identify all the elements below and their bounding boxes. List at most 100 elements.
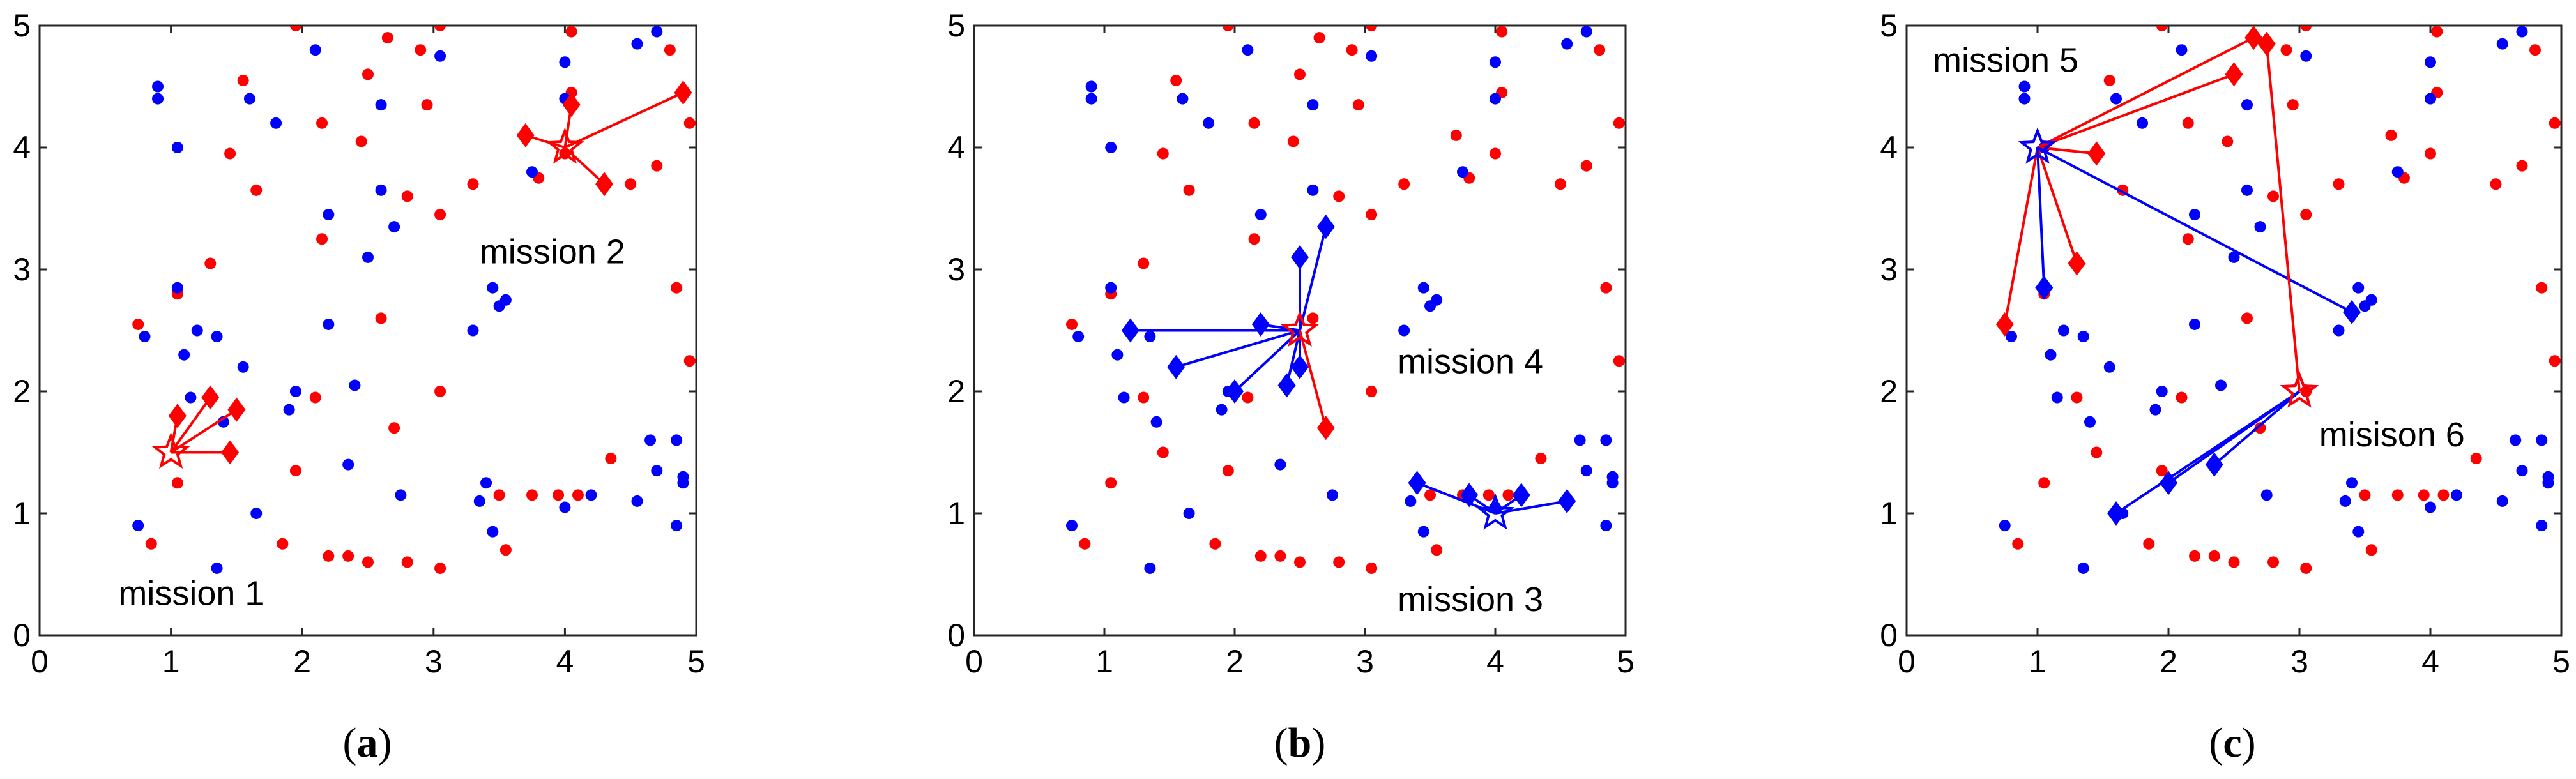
y-tick-label: 3 <box>1880 252 1898 287</box>
red-point <box>1079 538 1091 550</box>
blue-point <box>171 142 183 153</box>
red-point <box>2516 160 2528 172</box>
blue-point <box>2300 50 2312 62</box>
blue-point <box>671 520 683 532</box>
red-point <box>1496 26 1508 38</box>
red-point <box>289 26 301 31</box>
target-diamond <box>1277 373 1296 398</box>
panel-label-open: ( <box>1274 720 1288 766</box>
blue-point <box>467 324 479 337</box>
blue-point <box>1203 117 1215 129</box>
red-point <box>2300 386 2312 397</box>
mission-link <box>564 91 684 149</box>
blue-point <box>2365 294 2377 306</box>
red-point <box>421 99 433 111</box>
red-point <box>132 318 144 330</box>
target-diamond <box>227 397 246 422</box>
blue-point <box>2189 209 2200 221</box>
blue-point <box>2425 93 2436 105</box>
blue-point <box>2137 117 2148 129</box>
red-point <box>277 538 289 550</box>
y-tick-label: 4 <box>1880 130 1898 165</box>
red-point <box>2176 391 2188 404</box>
red-point <box>1157 446 1169 458</box>
red-point <box>1366 209 1378 221</box>
blue-point <box>1085 93 1097 105</box>
red-point <box>1366 386 1378 397</box>
red-point <box>1294 556 1306 568</box>
mission-link <box>1233 329 1301 393</box>
red-point <box>375 312 387 324</box>
red-point <box>1066 318 1078 330</box>
y-tick-label: 1 <box>13 495 31 531</box>
mission-link <box>1299 226 1327 331</box>
red-point <box>2156 26 2168 31</box>
red-point <box>1248 233 1260 245</box>
blue-point <box>2496 38 2508 50</box>
red-point <box>1183 184 1195 196</box>
mission-label: misison 6 <box>2319 416 2465 454</box>
blue-point <box>559 56 571 68</box>
panel-b: 0 1 2 3 4 5 0 1 2 3 4 5 mission 4 mission 3 (b) <box>947 8 1635 766</box>
blue-point <box>1111 349 1124 361</box>
red-point <box>323 550 335 562</box>
blue-point <box>2215 379 2227 391</box>
red-point <box>565 26 577 38</box>
x-tick-label: 2 <box>293 644 311 679</box>
panel-label: (b) <box>1274 720 1326 766</box>
x-tick-label: 0 <box>965 644 983 679</box>
blue-point <box>395 489 407 501</box>
blue-point <box>2510 434 2522 446</box>
target-diamond <box>1291 354 1309 379</box>
plot-frame <box>38 24 697 637</box>
red-point <box>1346 44 1358 56</box>
red-point <box>1333 556 1345 568</box>
blue-point <box>283 404 295 416</box>
x-tick-label: 2 <box>2160 644 2177 679</box>
blue-point <box>1144 331 1156 343</box>
y-tick-label: 2 <box>947 374 965 409</box>
red-point <box>1613 355 1625 367</box>
red-point <box>381 32 393 44</box>
blue-point <box>1606 477 1619 489</box>
blue-point <box>2346 477 2358 489</box>
blue-point <box>289 386 301 397</box>
red-point <box>1287 135 1299 147</box>
red-point <box>1209 538 1221 550</box>
red-point <box>1366 26 1378 31</box>
red-point <box>1254 550 1267 562</box>
target-diamond <box>595 172 614 197</box>
red-point <box>2156 465 2168 477</box>
panel-label-open: ( <box>343 720 357 766</box>
blue-point <box>2149 404 2161 416</box>
target-diamond <box>2068 251 2086 276</box>
red-point <box>1431 544 1443 556</box>
mission-link <box>2037 73 2235 149</box>
red-point <box>434 562 446 574</box>
mission-link <box>1175 329 1300 368</box>
red-point <box>237 74 249 86</box>
red-point <box>401 556 413 568</box>
x-tick-label: 4 <box>2421 644 2439 679</box>
target-diamond <box>2257 31 2276 56</box>
blue-point <box>487 526 499 538</box>
target-diamond <box>221 440 240 465</box>
blue-point <box>2189 318 2200 330</box>
blue-point <box>1366 50 1378 62</box>
blue-point <box>559 501 571 513</box>
red-point <box>1424 489 1436 501</box>
red-point <box>2228 556 2240 568</box>
target-diamond <box>2225 62 2243 87</box>
red-point <box>1105 477 1117 489</box>
red-point <box>2012 538 2024 550</box>
y-tick-label: 1 <box>1880 495 1898 531</box>
blue-point <box>2536 520 2548 532</box>
blue-point <box>1574 434 1586 446</box>
mission-link <box>2265 43 2301 392</box>
blue-point <box>1085 80 1097 93</box>
red-point <box>1594 44 1606 56</box>
red-point <box>2241 312 2253 324</box>
red-point <box>2425 147 2436 160</box>
target-diamond <box>562 93 581 117</box>
target-diamond <box>1316 416 1335 441</box>
